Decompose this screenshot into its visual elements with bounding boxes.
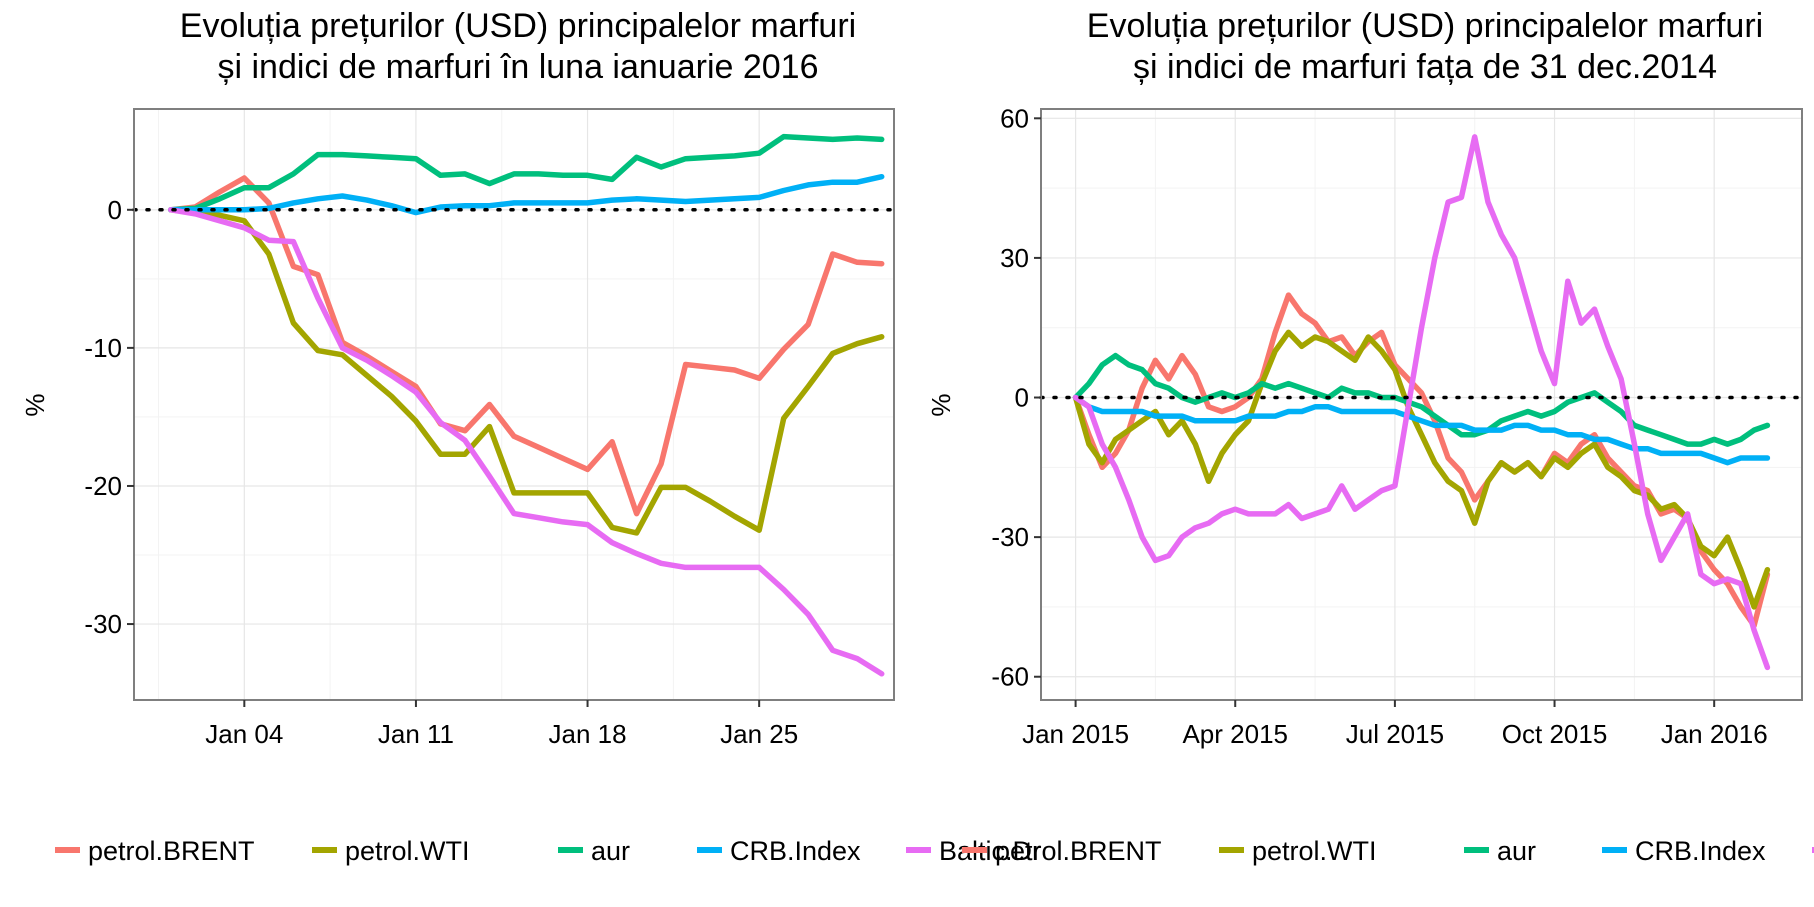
- chart-title-line-2: și indici de marfuri în luna ianuarie 20…: [217, 48, 818, 86]
- x-tick-label: Jan 11: [378, 719, 454, 749]
- x-tick-label: Jan 2015: [1022, 719, 1129, 749]
- series-line-Baltic.Dr: [168, 207, 885, 677]
- x-tick-label: Jul 2015: [1346, 719, 1444, 749]
- y-tick-label: -20: [84, 471, 122, 501]
- legend-label: CRB.Index: [1635, 836, 1766, 866]
- legend-label: petrol.BRENT: [995, 836, 1162, 866]
- x-tick-label: Oct 2015: [1502, 719, 1608, 749]
- x-tick-label: Apr 2015: [1182, 719, 1288, 749]
- y-tick-label: -60: [991, 662, 1029, 692]
- y-tick-label: 0: [1015, 383, 1029, 413]
- legend-label: CRB.Index: [730, 836, 861, 866]
- series-line-CRB.Index: [1072, 394, 1771, 466]
- series-group: [168, 133, 885, 677]
- series-line-aur: [1072, 352, 1771, 447]
- y-tick-label: 60: [1000, 103, 1029, 133]
- plot-border: [133, 108, 895, 701]
- chart-title-line-1: Evoluția prețurilor (USD) principalelor …: [1087, 7, 1763, 45]
- y-tick-label: 30: [1000, 243, 1029, 273]
- chart-title-line-1: Evoluția prețurilor (USD) principalelor …: [180, 7, 856, 45]
- chart-title-line-2: și indici de marfuri fața de 31 dec.2014: [1133, 48, 1717, 86]
- panel-since-dec-2014: Evoluția prețurilor (USD) principalelor …: [926, 7, 1814, 866]
- legend-label: petrol.WTI: [345, 836, 470, 866]
- legend-label: petrol.BRENT: [88, 836, 255, 866]
- series-line-Baltic.Dr: [1072, 134, 1771, 671]
- series-line-aur: [168, 133, 885, 213]
- series-group: [1072, 134, 1771, 671]
- legend-label: aur: [1497, 836, 1536, 866]
- y-tick-label: -10: [84, 333, 122, 363]
- x-tick-label: Jan 18: [549, 719, 627, 749]
- legend-label: Baltic.Dr: [939, 836, 1041, 866]
- panel-january-2016: Evoluția prețurilor (USD) principalelor …: [20, 7, 1041, 866]
- x-tick-label: Jan 04: [205, 719, 283, 749]
- y-tick-label: -30: [84, 609, 122, 639]
- x-tick-label: Jan 2016: [1661, 719, 1768, 749]
- series-line-petrol.BRENT: [1072, 292, 1771, 629]
- y-axis-label: %: [20, 393, 50, 416]
- y-tick-label: 0: [108, 195, 122, 225]
- plot-border: [1040, 108, 1803, 701]
- legend-label: petrol.WTI: [1252, 836, 1377, 866]
- legend-label: aur: [591, 836, 630, 866]
- series-line-petrol.BRENT: [168, 175, 885, 517]
- x-tick-label: Jan 25: [720, 719, 798, 749]
- series-line-petrol.WTI: [168, 207, 885, 536]
- y-tick-label: -30: [991, 522, 1029, 552]
- y-axis-label: %: [926, 393, 956, 416]
- series-line-CRB.Index: [168, 173, 885, 216]
- series-line-petrol.WTI: [1072, 329, 1771, 610]
